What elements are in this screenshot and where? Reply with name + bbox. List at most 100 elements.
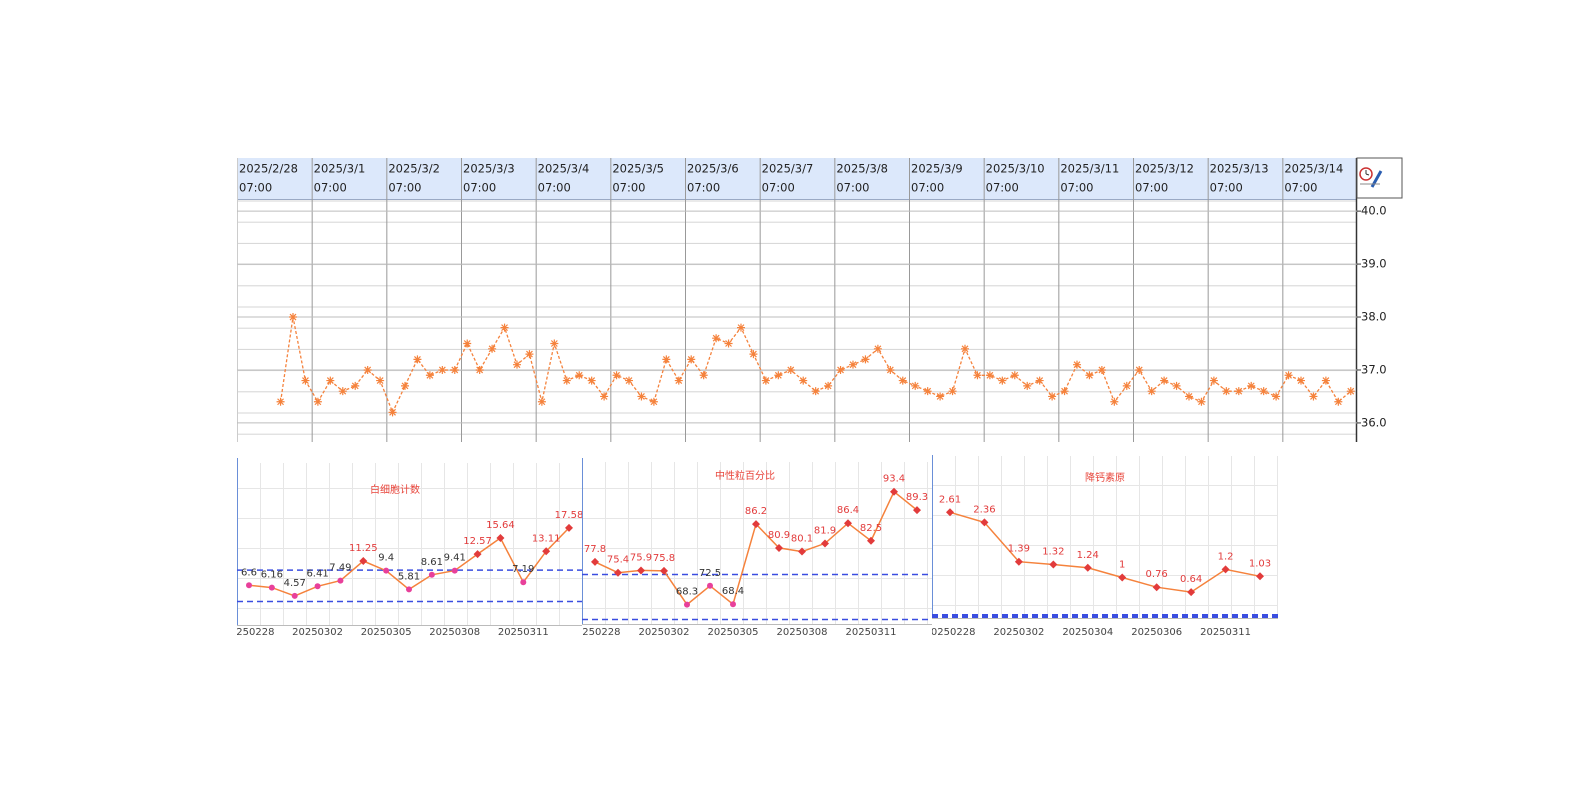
header-date: 2025/3/12 (1135, 162, 1194, 176)
header-date: 2025/3/4 (538, 162, 590, 176)
result-point (473, 550, 482, 559)
result-point (614, 568, 622, 577)
temperature-point (463, 339, 472, 348)
temperature-point (811, 387, 820, 396)
temperature-point (401, 381, 409, 390)
value-label: 1.39 (1008, 544, 1030, 555)
y-tick-label: 40.0 (1361, 204, 1387, 218)
value-label: 93.4 (883, 474, 905, 485)
value-label: 6.16 (261, 570, 283, 581)
result-point (314, 583, 321, 590)
header-date: 2025/3/5 (612, 162, 664, 176)
result-point (798, 547, 806, 556)
temperature-point (1222, 387, 1231, 396)
header-date: 2025/3/3 (463, 162, 515, 176)
value-label: 81.9 (814, 525, 836, 536)
result-point (428, 571, 435, 578)
temperature-point (861, 355, 870, 364)
header-time: 07:00 (687, 181, 720, 195)
value-label: 9.41 (444, 553, 466, 564)
result-point (890, 487, 898, 496)
result-point (1256, 572, 1264, 581)
temperature-point (799, 376, 808, 385)
result-point (1187, 588, 1196, 597)
header-time: 07:00 (1060, 181, 1093, 195)
value-label: 0.76 (1146, 569, 1168, 580)
temperature-point (674, 376, 683, 385)
result-point (980, 518, 989, 527)
temperature-point (625, 376, 633, 385)
header-date: 2025/3/2 (388, 162, 440, 176)
temperature-point (936, 392, 945, 401)
temperature-point (749, 350, 758, 359)
temperature-point (1097, 365, 1106, 374)
result-point (946, 508, 954, 517)
temperature-point (500, 323, 509, 332)
value-label: 68.3 (676, 587, 698, 598)
temperature-point (774, 371, 783, 380)
temperature-point (1259, 387, 1268, 396)
value-label: 86.4 (837, 505, 859, 516)
temperature-point (1234, 387, 1243, 396)
value-label: 13.11 (532, 533, 561, 544)
x-tick-label: 20250228 (224, 627, 275, 638)
value-label: 1.03 (1249, 558, 1271, 569)
temperature-point (712, 334, 721, 343)
temperature-point (824, 381, 833, 390)
x-tick-label: 20250304 (1062, 627, 1113, 638)
header-date: 2025/2/28 (239, 162, 298, 176)
temperature-point (475, 365, 484, 374)
header-band (237, 158, 1357, 200)
result-point (383, 567, 390, 574)
lab-chart: 降钙素原 2.61 2.36 1.39 1.32 1.24 1 0.76 0.64 1.2 1.03… (932, 455, 1278, 638)
result-point (451, 567, 458, 574)
value-label: 7.19 (512, 564, 534, 575)
temperature-point (575, 371, 584, 380)
value-label: 82.5 (860, 523, 882, 534)
header-time: 07:00 (986, 181, 1019, 195)
temperature-point (911, 381, 920, 390)
temperature-point (1035, 376, 1044, 385)
plot-grid (932, 456, 1278, 618)
temperature-point (687, 355, 696, 364)
header-time: 07:00 (463, 181, 496, 195)
x-tick-label: 20250302 (292, 627, 343, 638)
temperature-point (1334, 397, 1343, 406)
temperature-point (923, 387, 932, 396)
temperature-point (1185, 392, 1193, 401)
result-point (707, 582, 713, 589)
value-label: 1 (1119, 560, 1125, 571)
result-point (1014, 557, 1023, 566)
header-time: 07:00 (388, 181, 421, 195)
temperature-point (1048, 392, 1057, 401)
temperature-point (363, 365, 372, 374)
value-label: 7.49 (329, 563, 351, 574)
value-label: 86.2 (745, 506, 767, 517)
value-label: 2.36 (973, 504, 995, 515)
temperature-point (761, 376, 770, 385)
header-time: 07:00 (612, 181, 645, 195)
temperature-point (562, 376, 571, 385)
chart-title: 白细胞计数 (370, 483, 420, 496)
temperature-point (985, 371, 994, 380)
temperature-point (886, 365, 895, 374)
header-time: 07:00 (239, 181, 272, 195)
header-date: 2025/3/8 (836, 162, 888, 176)
temperature-point (1085, 371, 1094, 380)
temperature-point (1122, 381, 1131, 390)
temperature-point (488, 344, 497, 353)
header-time: 07:00 (1284, 181, 1317, 195)
value-label: 12.57 (463, 536, 492, 547)
chart-title: 降钙素原 (1085, 471, 1125, 484)
header-date: 2025/3/11 (1060, 162, 1119, 176)
header-date: 2025/3/9 (911, 162, 963, 176)
temperature-point (388, 408, 397, 417)
header-time: 07:00 (314, 181, 347, 195)
x-tick-label: 20250311 (498, 627, 549, 638)
x-tick-label: 20250302 (993, 627, 1044, 638)
temperature-line (279, 316, 1352, 414)
temperature-point (699, 371, 708, 380)
result-point (867, 536, 875, 545)
header-date: 2025/3/1 (314, 162, 366, 176)
